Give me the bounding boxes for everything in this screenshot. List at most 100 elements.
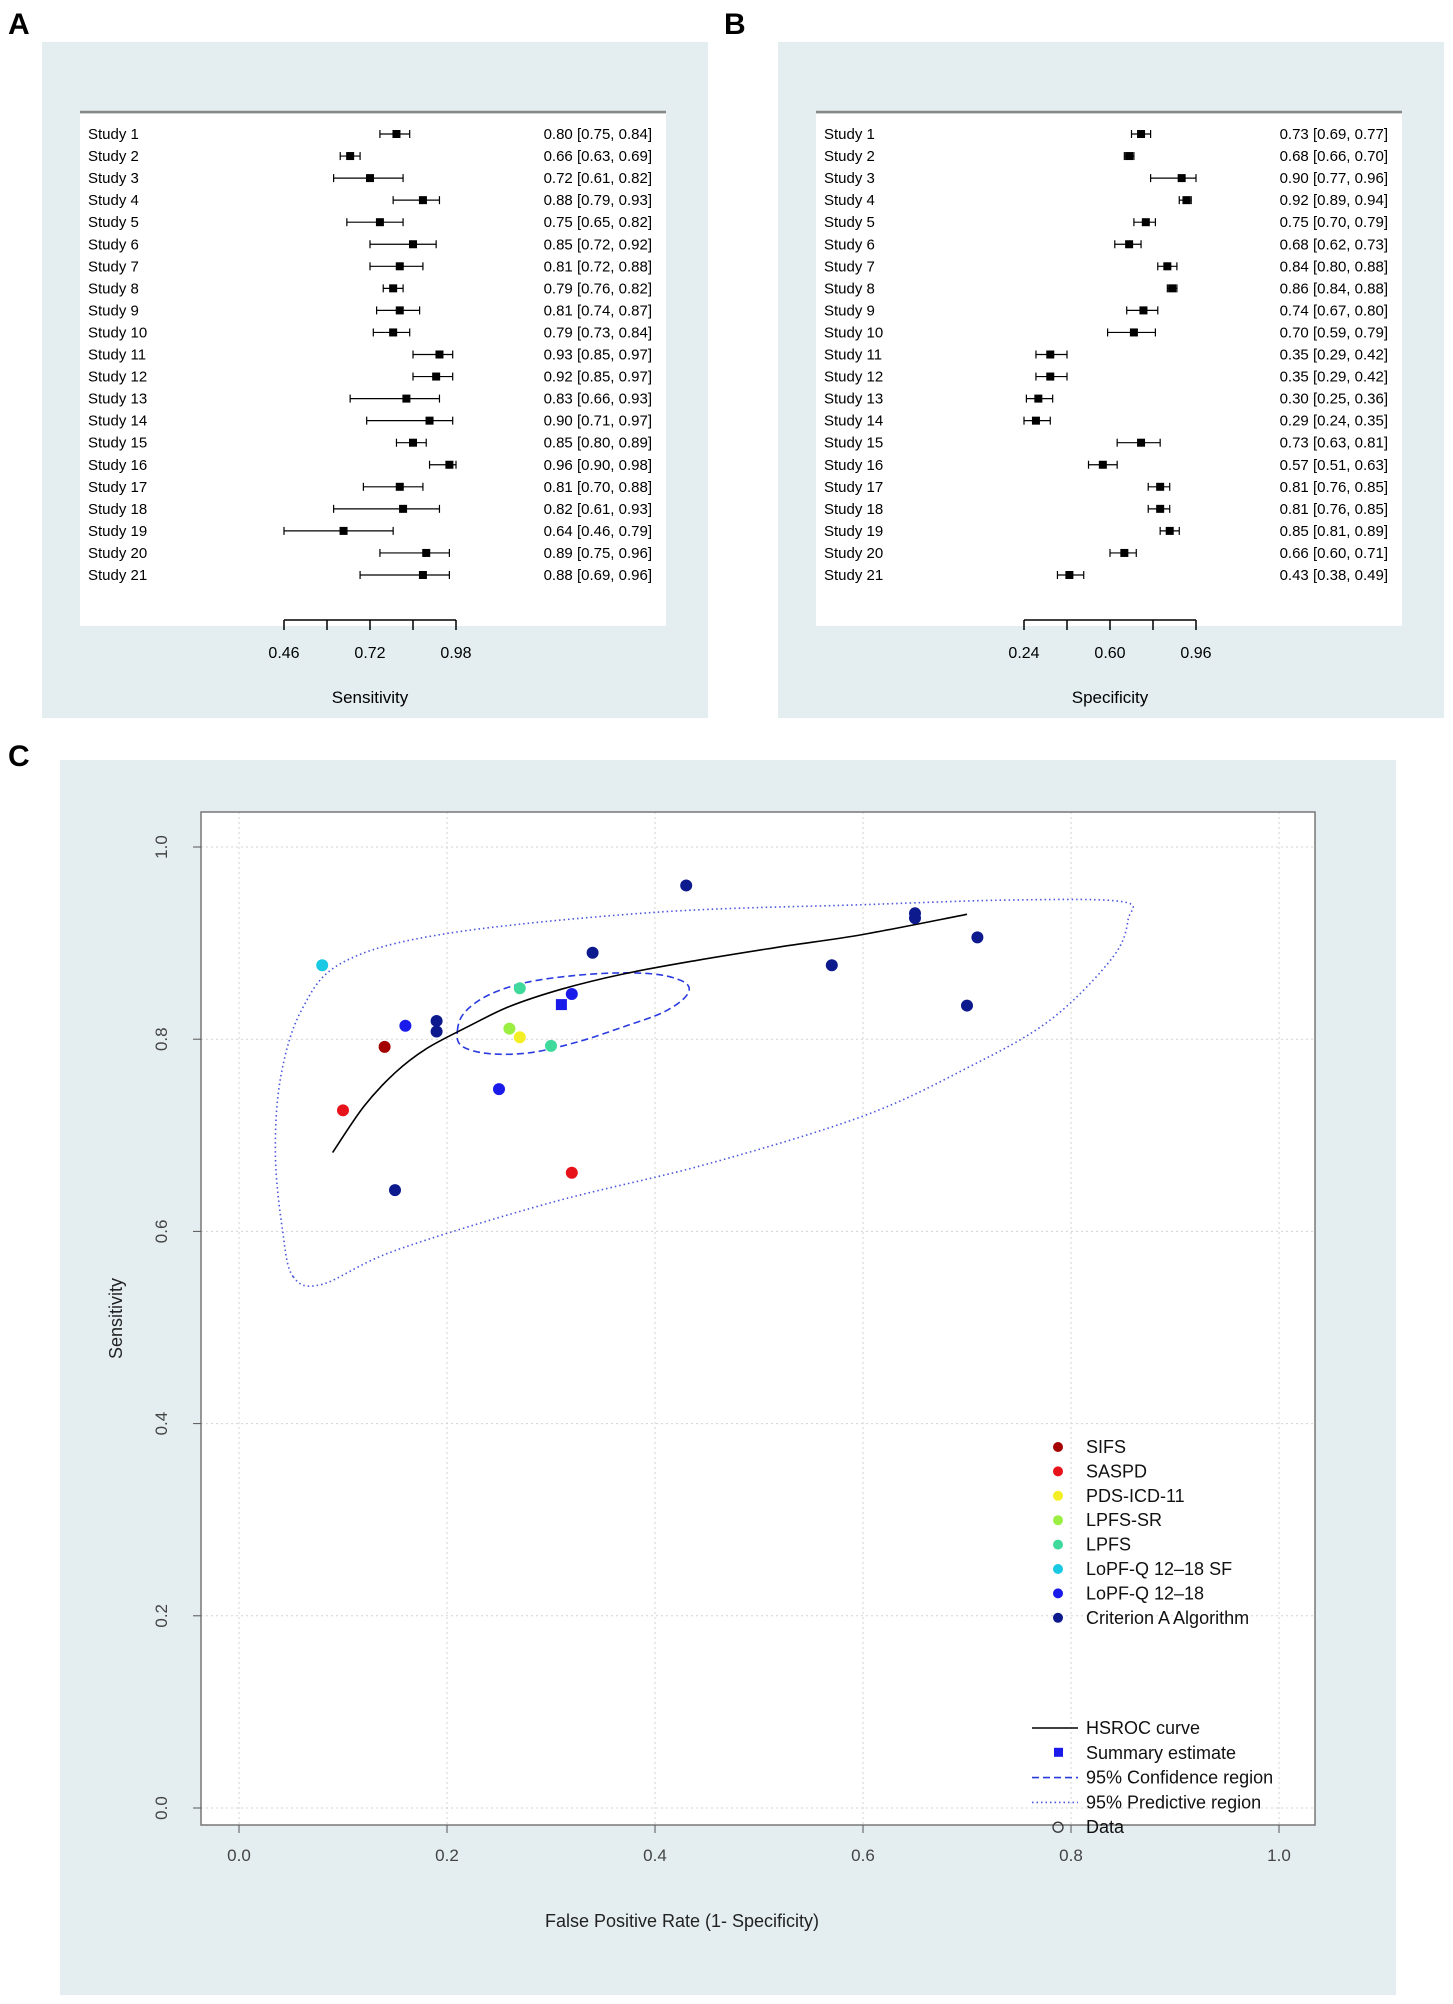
- data-point: [909, 912, 921, 925]
- legend-line-label: 95% Confidence region: [1086, 1768, 1273, 1788]
- study-label: Study 2: [88, 148, 139, 165]
- data-point: [971, 931, 984, 944]
- point-estimate: [375, 218, 384, 227]
- study-label: Study 15: [88, 435, 147, 452]
- data-point: [513, 982, 526, 995]
- point-estimate: [409, 240, 417, 249]
- estimate-ci-text: 0.43 [0.38, 0.49]: [1280, 567, 1388, 584]
- estimate-ci-text: 0.93 [0.85, 0.97]: [544, 347, 652, 364]
- data-point: [680, 879, 693, 892]
- study-label: Study 13: [824, 391, 883, 408]
- forest-plot-specificity: Study 1 0.73 [0.69, 0.77] Study 2 0.68 [0.6…: [816, 110, 1402, 707]
- point-estimate: [1034, 394, 1043, 403]
- x-tick-label: 0.98: [440, 645, 471, 662]
- sroc-plot: 0.0 0.2 0.4 0.6 0.8 1.0 0.0 0.2 0.4 0.6 0.8 1.0 Fals…: [106, 811, 1316, 1931]
- study-label: Study 10: [88, 324, 147, 341]
- legend-group-swatch: [1053, 1515, 1063, 1526]
- estimate-ci-text: 0.35 [0.29, 0.42]: [1280, 347, 1388, 364]
- x-tick-label: 0.96: [1180, 645, 1211, 662]
- study-label: Study 18: [824, 501, 883, 518]
- x-tick-label: 0.0: [227, 1846, 251, 1865]
- study-label: Study 5: [88, 214, 139, 231]
- point-estimate: [418, 196, 427, 205]
- estimate-ci-text: 0.68 [0.62, 0.73]: [1280, 236, 1388, 253]
- data-point: [545, 1039, 557, 1052]
- estimate-ci-text: 0.35 [0.29, 0.42]: [1280, 369, 1388, 386]
- study-label: Study 4: [824, 192, 875, 209]
- study-label: Study 17: [824, 479, 883, 496]
- point-estimate: [435, 350, 444, 359]
- legend-data-swatch: [1052, 1821, 1064, 1833]
- data-point: [961, 999, 973, 1012]
- legend-group-label: SASPD: [1086, 1461, 1147, 1481]
- point-estimate: [445, 460, 454, 469]
- legend-group-swatch: [1053, 1612, 1063, 1623]
- estimate-ci-text: 0.92 [0.85, 0.97]: [544, 369, 652, 386]
- point-estimate: [402, 394, 411, 403]
- study-label: Study 16: [88, 457, 147, 474]
- plot-area: [201, 812, 1315, 1825]
- y-axis-title: Sensitivity: [106, 1278, 126, 1359]
- study-label: Study 12: [824, 369, 883, 386]
- data-point: [337, 1104, 349, 1117]
- study-label: Study 15: [824, 435, 883, 452]
- estimate-ci-text: 0.88 [0.79, 0.93]: [544, 192, 652, 209]
- study-label: Study 7: [824, 258, 875, 275]
- estimate-ci-text: 0.79 [0.76, 0.82]: [544, 280, 652, 297]
- study-label: Study 1: [824, 126, 875, 143]
- data-point: [389, 1184, 401, 1197]
- point-estimate: [389, 328, 398, 337]
- study-label: Study 20: [824, 545, 883, 562]
- point-estimate: [399, 504, 408, 513]
- data-point: [513, 1031, 526, 1044]
- point-estimate: [395, 306, 404, 315]
- estimate-ci-text: 0.70 [0.59, 0.79]: [1280, 324, 1388, 341]
- estimate-ci-text: 0.82 [0.61, 0.93]: [544, 501, 652, 518]
- legend-line-label: 95% Predictive region: [1086, 1792, 1261, 1812]
- panel-b-label: B: [724, 8, 746, 41]
- legend-group-swatch: [1053, 1564, 1063, 1574]
- study-label: Study 2: [824, 148, 875, 165]
- legend-group-label: LPFS-SR: [1086, 1510, 1162, 1530]
- study-label: Study 14: [88, 413, 147, 430]
- point-estimate: [1137, 438, 1146, 447]
- data-point: [316, 959, 329, 972]
- estimate-ci-text: 0.96 [0.90, 0.98]: [544, 457, 652, 474]
- study-label: Study 12: [88, 369, 147, 386]
- point-estimate: [409, 438, 417, 447]
- forest-plot-area: [80, 114, 666, 626]
- data-point: [565, 988, 578, 1001]
- plot-frame: [200, 811, 1316, 1826]
- legend-group-swatch: [1053, 1539, 1063, 1550]
- data-point: [378, 1040, 391, 1053]
- point-estimate: [346, 152, 355, 161]
- legend-line-label: Data: [1086, 1817, 1125, 1837]
- point-estimate: [432, 372, 441, 381]
- x-axis-title: False Positive Rate (1- Specificity): [545, 1911, 819, 1931]
- estimate-ci-text: 0.74 [0.67, 0.80]: [1280, 302, 1388, 319]
- point-estimate: [1125, 240, 1134, 249]
- x-tick-label: 0.72: [354, 645, 385, 662]
- estimate-ci-text: 0.90 [0.77, 0.96]: [1280, 170, 1388, 187]
- y-tick-label: 0.2: [152, 1604, 171, 1628]
- estimate-ci-text: 0.75 [0.70, 0.79]: [1280, 214, 1388, 231]
- data-point: [493, 1083, 505, 1096]
- estimate-ci-text: 0.75 [0.65, 0.82]: [544, 214, 652, 231]
- estimate-ci-text: 0.92 [0.89, 0.94]: [1280, 192, 1388, 209]
- data-point: [586, 946, 599, 959]
- point-estimate: [395, 482, 404, 491]
- estimate-ci-text: 0.88 [0.69, 0.96]: [544, 567, 652, 584]
- forest-plot-area: [816, 114, 1402, 626]
- x-tick-label: 0.8: [1059, 1846, 1083, 1865]
- estimate-ci-text: 0.84 [0.80, 0.88]: [1280, 258, 1388, 275]
- point-estimate: [1177, 174, 1186, 183]
- confidence-region: [456, 972, 691, 1056]
- study-label: Study 11: [88, 347, 146, 364]
- study-label: Study 17: [88, 479, 147, 496]
- data-point: [430, 1025, 443, 1038]
- estimate-ci-text: 0.85 [0.72, 0.92]: [544, 236, 652, 253]
- legend-group-label: LoPF-Q 12–18: [1086, 1583, 1204, 1603]
- estimate-ci-text: 0.57 [0.51, 0.63]: [1280, 457, 1388, 474]
- point-estimate: [1129, 328, 1138, 337]
- point-estimate: [1139, 306, 1148, 315]
